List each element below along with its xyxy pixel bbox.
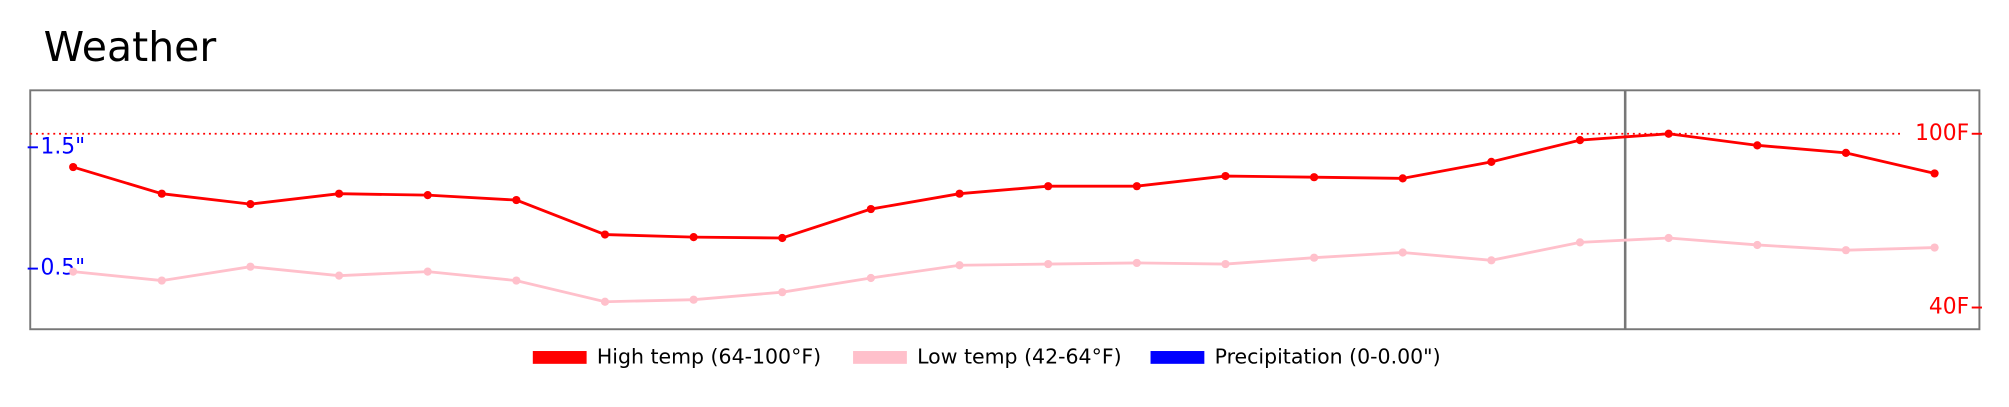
point xyxy=(1309,253,1319,262)
point xyxy=(689,295,698,304)
y2-tick-label: 0.5" xyxy=(40,256,85,281)
point xyxy=(689,233,698,242)
point xyxy=(1487,157,1496,166)
point xyxy=(1930,243,1939,252)
y-tick-label: 100F xyxy=(1915,121,1969,146)
legend-swatch xyxy=(1150,351,1205,364)
point xyxy=(1664,129,1673,138)
legend-label: Precipitation (0-0.00") xyxy=(1215,344,1441,368)
point xyxy=(1841,148,1851,157)
legend-label: Low temp (42-64°F) xyxy=(917,344,1121,368)
point xyxy=(1398,248,1407,257)
point xyxy=(334,189,344,198)
point xyxy=(1132,182,1141,191)
point xyxy=(1930,169,1939,178)
legend-label: High temp (64-100°F) xyxy=(597,344,821,368)
point xyxy=(1221,171,1230,181)
chart-title: Weather xyxy=(44,23,217,71)
point xyxy=(157,189,166,198)
point xyxy=(1398,174,1407,183)
point xyxy=(778,233,787,243)
point xyxy=(1221,259,1230,269)
point xyxy=(246,262,255,271)
line xyxy=(72,132,1935,240)
point xyxy=(1044,182,1053,191)
point xyxy=(69,162,78,172)
point xyxy=(246,200,255,209)
y-tick-label: 40F xyxy=(1929,295,1969,320)
point xyxy=(1044,259,1053,269)
point xyxy=(600,230,610,239)
legend-swatch xyxy=(532,351,587,364)
point xyxy=(157,276,166,285)
point xyxy=(1664,233,1673,243)
plot-frame xyxy=(29,89,1981,331)
point xyxy=(866,204,876,214)
point xyxy=(955,261,964,270)
point xyxy=(1575,238,1585,247)
point xyxy=(600,297,610,306)
point xyxy=(1841,246,1851,255)
point xyxy=(1487,256,1496,265)
point xyxy=(334,271,344,280)
point xyxy=(69,267,78,276)
y2-tick-label: 1.5" xyxy=(40,134,85,159)
legend-swatch xyxy=(853,351,907,364)
point xyxy=(512,195,521,205)
point xyxy=(1753,141,1762,150)
point xyxy=(1753,240,1762,250)
point xyxy=(1575,136,1585,145)
point xyxy=(1309,173,1319,182)
line xyxy=(73,236,1935,304)
point xyxy=(423,191,432,200)
point xyxy=(512,276,521,285)
point xyxy=(423,267,432,276)
point xyxy=(778,288,787,297)
point xyxy=(955,189,964,198)
point xyxy=(1132,258,1141,268)
point xyxy=(866,273,876,283)
